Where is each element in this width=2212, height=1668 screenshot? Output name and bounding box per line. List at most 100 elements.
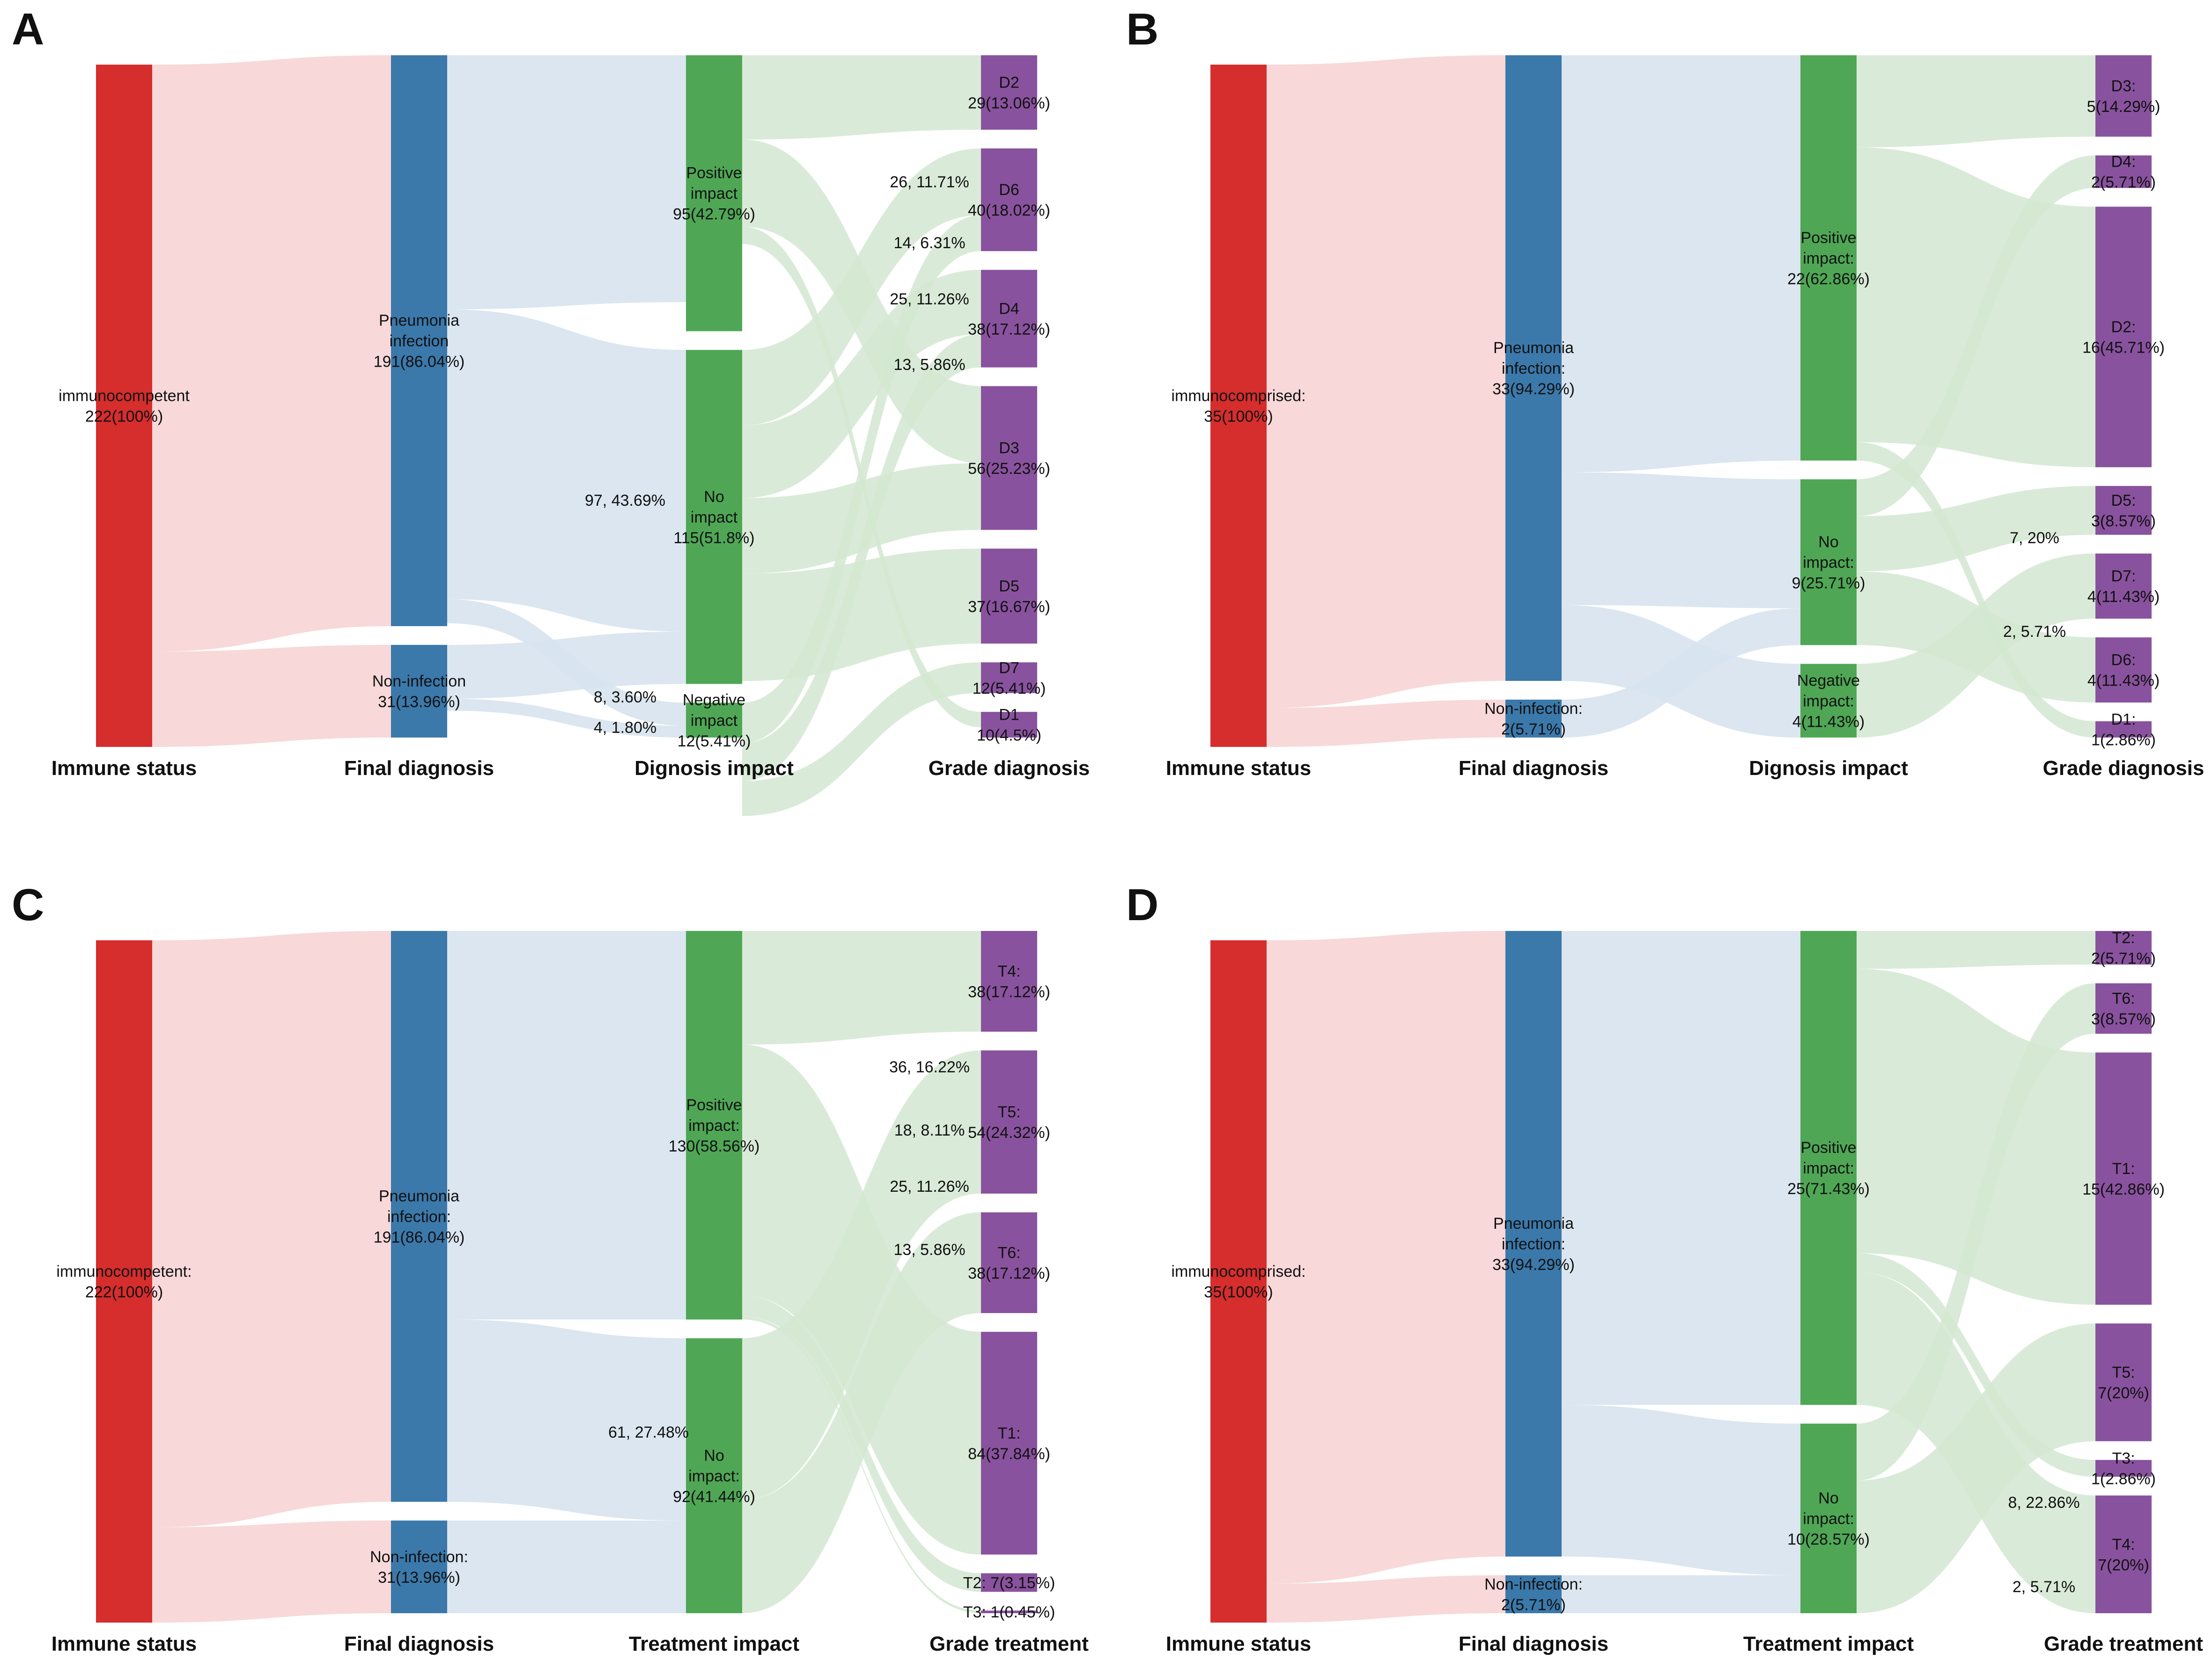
node-bar-d5 bbox=[2095, 486, 2152, 535]
node-label-imm: immunocomprised: 35(100%) bbox=[1171, 1263, 1305, 1301]
flow-label: 25, 11.26% bbox=[890, 1178, 969, 1196]
node-label-line: No bbox=[1818, 1490, 1838, 1507]
link-pos-to-t4 bbox=[742, 931, 981, 1045]
node-label-line: T4: bbox=[997, 963, 1020, 981]
link-neg-to-d7 bbox=[742, 662, 981, 816]
node-bar-t5 bbox=[981, 1050, 1037, 1194]
node-bar-d4 bbox=[981, 270, 1037, 368]
node-label-line: Positive bbox=[686, 1096, 742, 1114]
node-bar-ni bbox=[1505, 1575, 1562, 1613]
node-label-t4: T4: 7(20%) bbox=[2098, 1535, 2149, 1574]
node-label-line: 1(2.86%) bbox=[2091, 731, 2156, 749]
node-label-line: 4(11.43%) bbox=[2087, 588, 2160, 606]
column-label-1: Final diagnosis bbox=[344, 757, 494, 780]
node-label-line: 25(71.43%) bbox=[1787, 1180, 1870, 1198]
link-pn-to-noi bbox=[447, 1319, 686, 1521]
column-label-2: Treatment impact bbox=[629, 1632, 800, 1655]
link-pn-to-pos bbox=[1562, 931, 1800, 1405]
link-noi-to-t6 bbox=[1857, 983, 2095, 1481]
node-label-line: T6: bbox=[2112, 990, 2135, 1008]
node-label-line: 16(45.71%) bbox=[2082, 339, 2165, 357]
column-label-3: Grade diagnosis bbox=[929, 757, 1090, 780]
node-bar-t3 bbox=[2095, 1460, 2152, 1477]
node-label-line: impact bbox=[691, 509, 738, 526]
node-label-neg: Negative impact: 4(11.43%) bbox=[1792, 672, 1865, 731]
node-bar-t3 bbox=[981, 1610, 1037, 1613]
node-label-line: D7 bbox=[999, 659, 1019, 677]
node-label-neg: Negative impact 12(5.41%) bbox=[678, 691, 751, 750]
node-label-line: D6: bbox=[2111, 651, 2136, 669]
node-label-line: No bbox=[1818, 533, 1838, 551]
link-pos-to-d3 bbox=[1857, 55, 2095, 148]
node-label-line: Non-infection bbox=[372, 672, 466, 690]
link-ni-to-noi bbox=[1562, 1575, 1800, 1613]
nodes bbox=[96, 931, 1037, 1623]
panel-letter: A bbox=[12, 4, 44, 54]
node-label-line: Pneumonia bbox=[379, 312, 459, 330]
node-label-line: impact: bbox=[1803, 1510, 1854, 1528]
node-bar-pn bbox=[391, 931, 447, 1502]
node-label-line: D2 bbox=[999, 74, 1019, 91]
node-label-ni: Non-infection: 31(13.96%) bbox=[370, 1548, 468, 1587]
node-label-line: Pneumonia bbox=[1493, 1215, 1574, 1233]
link-imm-to-ni bbox=[1267, 700, 1505, 747]
node-label-t6: T6: 38(17.12%) bbox=[968, 1244, 1050, 1283]
node-label-ni: Non-infection 31(13.96%) bbox=[372, 672, 466, 711]
node-label-noi: No impact: 10(28.57%) bbox=[1787, 1490, 1870, 1549]
node-label-line: 7(20%) bbox=[2098, 1556, 2149, 1574]
node-label-line: 4(11.43%) bbox=[1792, 713, 1865, 731]
node-bar-d4 bbox=[2095, 155, 2152, 188]
node-label-line: impact: bbox=[1803, 250, 1854, 267]
node-label-noi: No impact: 92(41.44%) bbox=[673, 1447, 755, 1506]
node-label-line: T2: 7(3.15%) bbox=[963, 1574, 1055, 1592]
link-pn-to-noi bbox=[1562, 472, 1800, 608]
node-bar-imm bbox=[96, 940, 152, 1623]
node-label-line: 4(11.43%) bbox=[2087, 672, 2160, 690]
node-bar-d5 bbox=[981, 548, 1037, 644]
link-ni-to-noi bbox=[447, 1520, 686, 1613]
node-bar-d6 bbox=[981, 148, 1037, 251]
node-label-line: infection: bbox=[1502, 1235, 1565, 1253]
node-label-imm: immunocompetent 222(100%) bbox=[59, 387, 190, 426]
node-label-imm: immunocompetent: 222(100%) bbox=[56, 1263, 192, 1301]
node-label-line: Positive bbox=[1800, 229, 1856, 247]
node-label-d5: D5 37(16.67%) bbox=[968, 577, 1050, 616]
link-noi-to-d3 bbox=[742, 463, 981, 574]
node-label-line: Positive bbox=[1800, 1139, 1856, 1157]
link-noi-to-t5 bbox=[1857, 1323, 2095, 1613]
link-ni-to-neg bbox=[447, 699, 686, 738]
node-label-t2: T2: 7(3.15%) bbox=[963, 1574, 1055, 1592]
node-label-line: 9(25.71%) bbox=[1792, 575, 1865, 592]
node-label-ni: Non-infection: 2(5.71%) bbox=[1484, 700, 1583, 738]
node-bar-t6 bbox=[981, 1212, 1037, 1314]
node-label-imm: immunocomprised: 35(100%) bbox=[1171, 387, 1305, 426]
node-label-ni: Non-infection: 2(5.71%) bbox=[1484, 1576, 1583, 1614]
link-imm-to-ni bbox=[1267, 1575, 1505, 1623]
node-bar-d2 bbox=[981, 55, 1037, 130]
node-label-t2: T2: 2(5.71%) bbox=[2091, 929, 2156, 967]
node-label-t5: T5: 54(24.32%) bbox=[968, 1103, 1050, 1142]
node-bar-d3 bbox=[2095, 55, 2152, 137]
node-label-line: T1: bbox=[997, 1424, 1020, 1442]
link-pos-to-t2 bbox=[1857, 931, 2095, 969]
node-label-d1: D1 10(4.5%) bbox=[977, 706, 1041, 745]
link-noi-to-d5 bbox=[1857, 486, 2095, 572]
node-label-line: 38(17.12%) bbox=[968, 983, 1050, 1001]
link-pn-to-pos bbox=[447, 55, 686, 310]
node-label-line: 37(16.67%) bbox=[968, 598, 1050, 616]
node-label-t1: T1: 15(42.86%) bbox=[2082, 1160, 2165, 1198]
node-label-line: 31(13.96%) bbox=[378, 1569, 460, 1587]
flow-label: 36, 16.22% bbox=[889, 1058, 970, 1076]
node-label-line: No bbox=[704, 1447, 724, 1464]
node-bar-imm bbox=[96, 65, 152, 747]
node-label-line: D6 bbox=[999, 181, 1019, 199]
node-label-line: 33(94.29%) bbox=[1492, 1256, 1575, 1274]
node-label-line: 191(86.04%) bbox=[374, 1229, 465, 1247]
node-label-line: 5(14.29%) bbox=[2087, 98, 2160, 116]
link-noi-to-t5 bbox=[742, 1050, 981, 1500]
node-label-line: 56(25.23%) bbox=[968, 460, 1050, 478]
link-pos-to-t3 bbox=[1857, 1253, 2095, 1477]
node-label-line: D3 bbox=[999, 439, 1019, 457]
node-label-line: 38(17.12%) bbox=[968, 320, 1050, 338]
node-label-line: D5 bbox=[999, 577, 1019, 595]
